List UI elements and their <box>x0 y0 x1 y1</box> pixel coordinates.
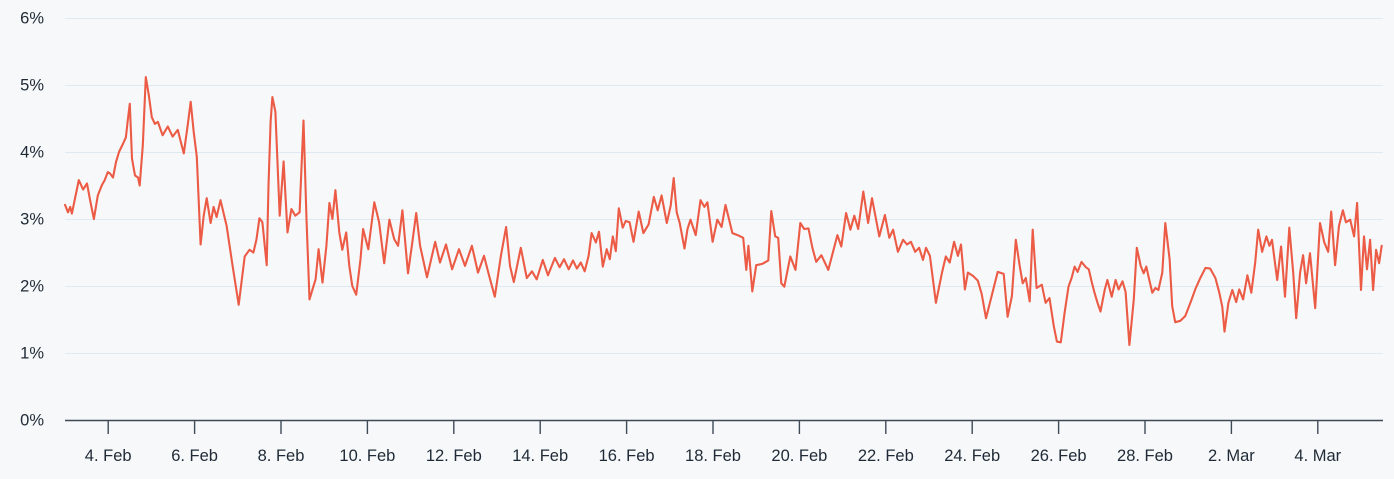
y-tick-label: 6% <box>20 10 44 28</box>
x-tick-label: 24. Feb <box>944 447 1000 465</box>
x-tick-label: 8. Feb <box>258 447 305 465</box>
y-tick-label: 5% <box>20 77 44 95</box>
x-tick-label: 10. Feb <box>339 447 395 465</box>
x-tick-label: 20. Feb <box>771 447 827 465</box>
series-line <box>63 75 1383 347</box>
x-tick-label: 28. Feb <box>1117 447 1173 465</box>
x-tick-label: 18. Feb <box>685 447 741 465</box>
x-tick-label: 4. Feb <box>85 447 132 465</box>
x-tick-label: 26. Feb <box>1031 447 1087 465</box>
x-tick-label: 12. Feb <box>426 447 482 465</box>
x-tick-label: 22. Feb <box>858 447 914 465</box>
x-tick-label: 4. Mar <box>1294 447 1341 465</box>
x-tick-label: 6. Feb <box>171 447 218 465</box>
y-tick-label: 3% <box>20 211 44 229</box>
x-tick-label: 16. Feb <box>599 447 655 465</box>
y-tick-label: 0% <box>20 412 44 430</box>
x-tick-label: 14. Feb <box>512 447 568 465</box>
x-tick-label: 2. Mar <box>1208 447 1255 465</box>
y-tick-label: 1% <box>20 345 44 363</box>
y-tick-label: 2% <box>20 278 44 296</box>
y-tick-label: 4% <box>20 144 44 162</box>
